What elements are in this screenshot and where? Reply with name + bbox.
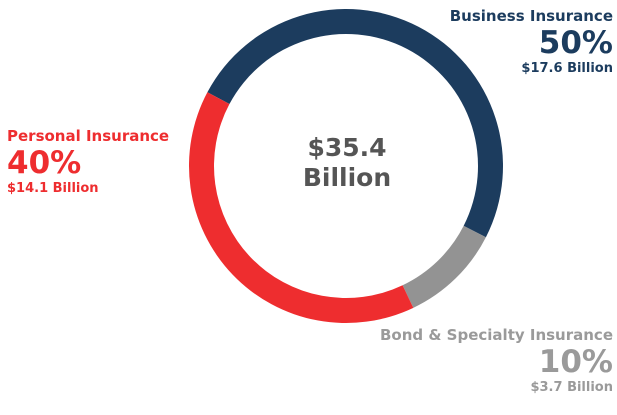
legend-business-label: Business Insurance: [449, 7, 613, 25]
legend-personal-amount: $14.1 Billion: [7, 181, 99, 196]
center-total-value: $35.4: [307, 133, 387, 162]
donut-slices: [189, 9, 503, 323]
center-total-unit: Billion: [302, 163, 392, 192]
legend-business-insurance: Business Insurance 50% $17.6 Billion: [450, 7, 613, 77]
legend-bond-specialty-insurance: Bond & Specialty Insurance 10% $3.7 Bill…: [380, 326, 613, 396]
donut-slice-bond-specialty-insurance: [402, 225, 486, 308]
legend-personal-percent: 40%: [7, 145, 82, 181]
legend-bond-amount: $3.7 Billion: [530, 380, 613, 395]
donut-slice-personal-insurance: [189, 92, 414, 323]
legend-personal-label: Personal Insurance: [7, 127, 170, 145]
legend-bond-label: Bond & Specialty Insurance: [380, 326, 613, 344]
legend-personal-insurance: Personal Insurance 40% $14.1 Billion: [7, 127, 169, 197]
legend-business-amount: $17.6 Billion: [521, 61, 613, 76]
donut-slice-business-insurance: [207, 9, 503, 238]
donut-center-total: $35.4 Billion: [247, 133, 447, 193]
legend-bond-percent: 10%: [538, 344, 613, 380]
legend-business-percent: 50%: [538, 25, 613, 61]
